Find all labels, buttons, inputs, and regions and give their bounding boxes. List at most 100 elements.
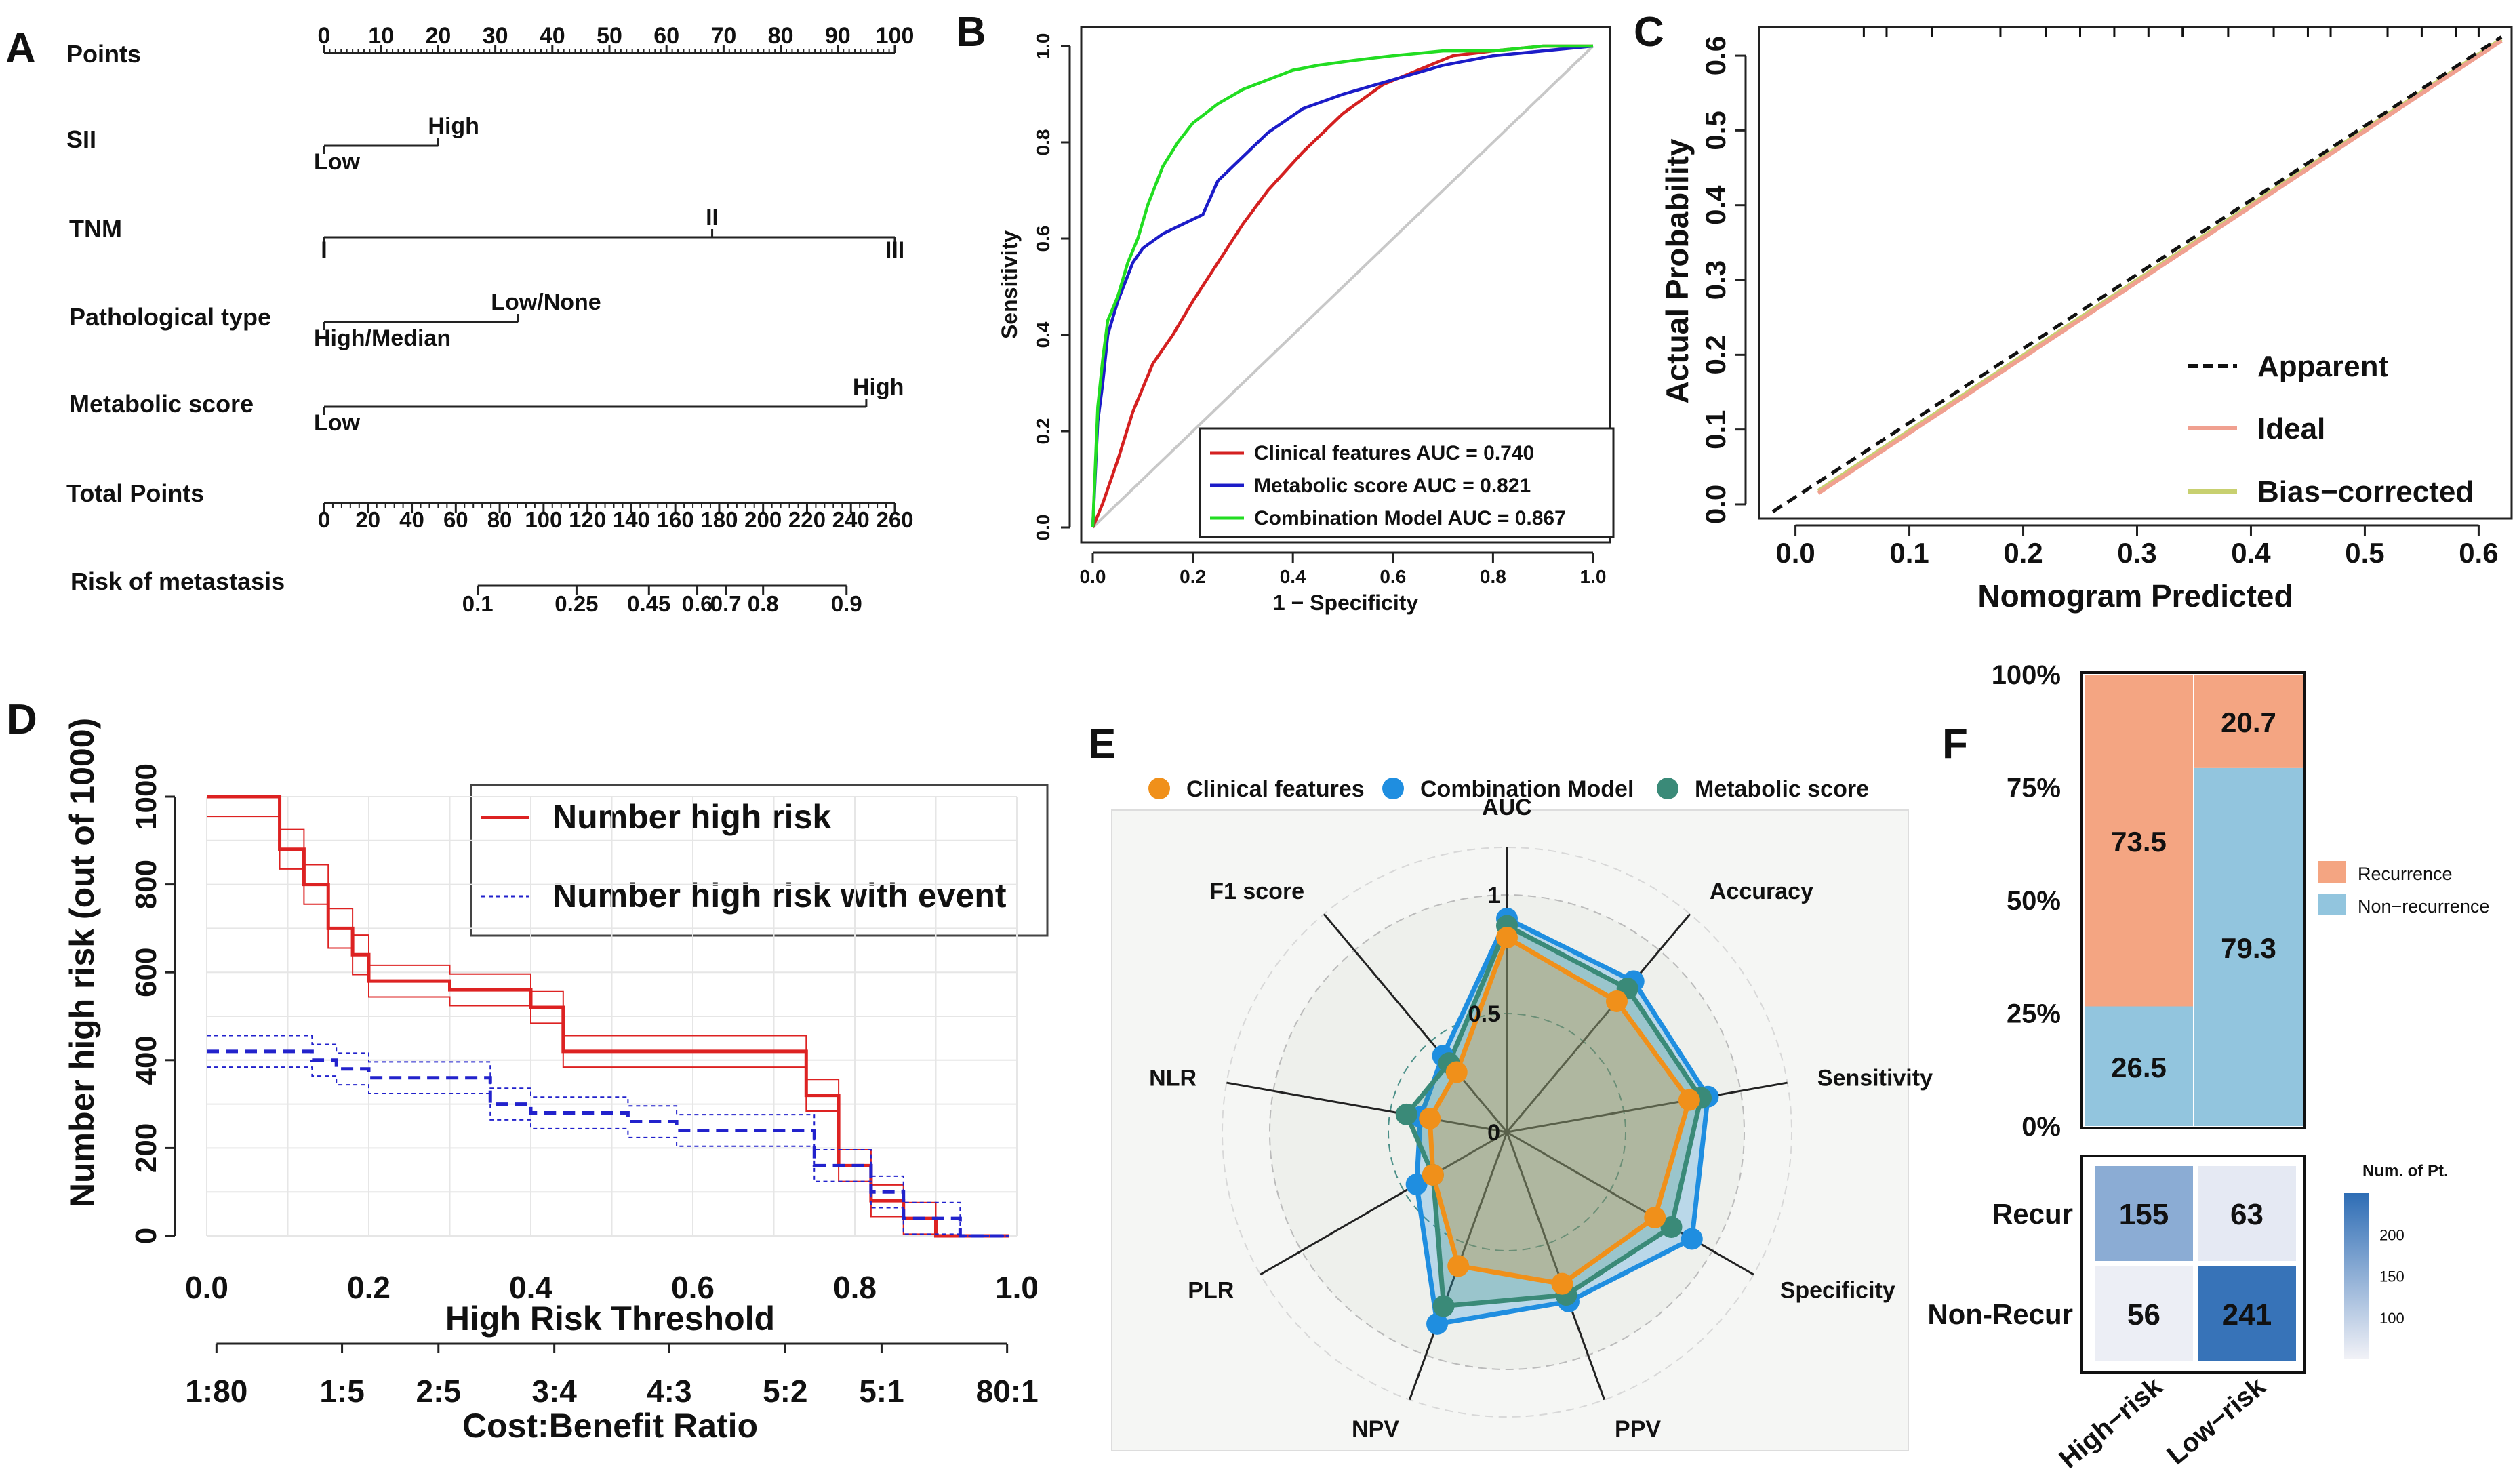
nomogram-var-label-tnm: TNM bbox=[69, 215, 122, 243]
dca-band-number-high-risk bbox=[207, 816, 1009, 1237]
nomogram-total-tick-label: 200 bbox=[744, 507, 782, 532]
nomogram-points-tick-label: 60 bbox=[653, 23, 679, 49]
nomogram-points-tick-label: 30 bbox=[483, 23, 508, 49]
dca-cost-benefit-tick-label: 4:3 bbox=[647, 1373, 691, 1409]
roc-y-tick-label: 1.0 bbox=[1032, 33, 1053, 60]
calibration-y-tick-label: 0.6 bbox=[1699, 36, 1731, 75]
heatmap-colorbar-tick-label: 100 bbox=[2379, 1310, 2405, 1327]
nomogram-risk-tick-label: 0.7 bbox=[710, 591, 742, 616]
dca-x-axis-label: High Risk Threshold bbox=[445, 1300, 775, 1338]
nomogram-level-label: I bbox=[321, 237, 327, 263]
radar-axis-label: Specificity bbox=[1780, 1278, 1895, 1304]
radar-point-clinical-features bbox=[1644, 1207, 1666, 1228]
heatmap-colorbar-tick-label: 150 bbox=[2379, 1268, 2405, 1285]
radar-axis-label: PLR bbox=[1188, 1278, 1234, 1304]
roc-panel: 1 − Specificity Sensitivity bbox=[997, 26, 1611, 615]
calibration-y-tick-label: 0.3 bbox=[1699, 260, 1731, 300]
roc-x-axis-label: 1 − Specificity bbox=[1273, 590, 1419, 615]
dca-band-number-high-risk bbox=[207, 796, 1009, 1237]
stacked-bar-legend-label: Non−recurrence bbox=[2358, 896, 2489, 917]
nomogram-total-tick-label: 0 bbox=[318, 507, 330, 532]
calibration-y-tick-label: 0.4 bbox=[1699, 185, 1731, 225]
panel-letter-e: E bbox=[1088, 721, 1116, 767]
dca-legend-label-high-risk: Number high risk bbox=[552, 798, 831, 836]
stacked-bar-legend-swatch bbox=[2318, 861, 2346, 883]
radar-point-clinical-features bbox=[1605, 990, 1628, 1012]
calibration-x-axis-label: Nomogram Predicted bbox=[1977, 578, 2293, 614]
nomogram-total-tick-label: 20 bbox=[355, 507, 380, 532]
stacked-bar-y-tick-label: 0% bbox=[2021, 1112, 2061, 1142]
nomogram-total-tick-label: 180 bbox=[700, 507, 738, 532]
roc-legend-box bbox=[1199, 427, 1615, 538]
dca-y-axis-label: Number high risk (out of 1000) bbox=[63, 718, 101, 1207]
dca-cost-benefit-tick-label: 1:5 bbox=[319, 1373, 364, 1409]
risk-outcome-panel: Num. of Pt. bbox=[2080, 671, 2449, 1374]
calibration-y-tick-label: 0.5 bbox=[1699, 111, 1731, 150]
nomogram-level-label: High bbox=[853, 374, 904, 400]
nomogram-level-label: Low bbox=[314, 149, 361, 175]
radar-axis-label: Sensitivity bbox=[1817, 1065, 1933, 1091]
radar-axis-label: NLR bbox=[1149, 1065, 1196, 1091]
radar-point-metabolic-score bbox=[1660, 1216, 1683, 1238]
nomogram-total-tick-label: 240 bbox=[832, 507, 870, 532]
stacked-bar-y-tick-label: 100% bbox=[1992, 660, 2061, 690]
heatmap-colorbar bbox=[2344, 1193, 2369, 1359]
nomogram-points-tick-label: 0 bbox=[318, 23, 331, 49]
calibration-x-tick-label: 0.0 bbox=[1775, 537, 1815, 569]
calibration-x-tick-label: 0.3 bbox=[2117, 537, 2156, 569]
stacked-bar-segment-non-recurrence bbox=[2085, 1006, 2193, 1126]
heatmap-cell-value: 241 bbox=[2222, 1298, 2272, 1331]
nomogram-var-label-pathological-type: Pathological type bbox=[69, 303, 271, 331]
nomogram-level-label: Low/None bbox=[491, 289, 601, 315]
roc-x-tick-label: 1.0 bbox=[1580, 566, 1607, 587]
roc-x-tick-label: 0.8 bbox=[1480, 566, 1506, 587]
calibration-y-tick-label: 0.2 bbox=[1699, 335, 1731, 374]
nomogram-points-tick-label: 50 bbox=[597, 23, 622, 49]
nomogram-var-label-sii: SII bbox=[66, 125, 96, 153]
calibration-x-tick-label: 0.6 bbox=[2459, 537, 2498, 569]
heatmap-cell bbox=[2198, 1166, 2296, 1261]
panel-letter-f: F bbox=[1942, 721, 1968, 767]
dca-x-tick-label: 1.0 bbox=[995, 1270, 1039, 1305]
nomogram-total-tick-label: 260 bbox=[876, 507, 913, 532]
panel-letter-c: C bbox=[1634, 9, 1664, 56]
heatmap-cell-value: 63 bbox=[2230, 1198, 2264, 1231]
radar-point-clinical-features bbox=[1422, 1164, 1444, 1186]
radar-point-clinical-features bbox=[1678, 1089, 1700, 1111]
roc-curve-combination-model bbox=[1091, 44, 1593, 528]
panel-letter-d: D bbox=[7, 696, 37, 743]
dca-band-number-high-risk-with-event bbox=[207, 1035, 1009, 1237]
dca-x-tick-label: 0.4 bbox=[509, 1270, 552, 1305]
heatmap-row-label: Recur bbox=[1992, 1198, 2073, 1230]
radar-spoke bbox=[1506, 1131, 1754, 1276]
radar-polygon-clinical-features bbox=[1427, 935, 1692, 1287]
radar-ring-extent bbox=[1222, 847, 1792, 1418]
roc-legend-label: Clinical features AUC = 0.740 bbox=[1254, 442, 1534, 464]
radar-point-clinical-features bbox=[1445, 1061, 1468, 1083]
nomogram-risk-tick-label: 0.6 bbox=[682, 591, 713, 616]
roc-plot-frame bbox=[1080, 26, 1611, 544]
dca-y-tick-label: 200 bbox=[129, 1123, 163, 1173]
calibration-y-tick-label: 0.1 bbox=[1699, 409, 1731, 449]
dca-cost-benefit-tick-label: 3:4 bbox=[531, 1373, 577, 1409]
nomogram-total-tick-label: 100 bbox=[525, 507, 562, 532]
roc-y-tick-label: 0.2 bbox=[1032, 418, 1053, 445]
radar-point-metabolic-score bbox=[1395, 1103, 1417, 1125]
nomogram-risk-label: Risk of metastasis bbox=[71, 567, 285, 595]
calibration-legend-label: Apparent bbox=[2257, 350, 2388, 383]
radar-spoke bbox=[1506, 1131, 1606, 1401]
dca-y-tick-label: 1000 bbox=[129, 763, 163, 830]
calibration-x-tick-label: 0.5 bbox=[2345, 537, 2384, 569]
calibration-x-tick-label: 0.1 bbox=[1889, 537, 1929, 569]
roc-y-tick-label: 0.4 bbox=[1032, 321, 1053, 348]
nomogram-risk-tick-label: 0.45 bbox=[627, 591, 670, 616]
nomogram-risk-tick-label: 0.8 bbox=[748, 591, 779, 616]
dca-cost-benefit-tick-label: 2:5 bbox=[416, 1373, 461, 1409]
roc-x-tick-label: 0.0 bbox=[1080, 566, 1106, 587]
nomogram-level-label: High/Median bbox=[314, 325, 451, 351]
stacked-bar-value-label: 20.7 bbox=[2221, 706, 2276, 738]
nomogram-total-tick-label: 220 bbox=[788, 507, 826, 532]
nomogram-risk-tick-label: 0.9 bbox=[831, 591, 862, 616]
stacked-bar-legend-label: Recurrence bbox=[2358, 864, 2453, 884]
heatmap-frame bbox=[2080, 1155, 2306, 1374]
